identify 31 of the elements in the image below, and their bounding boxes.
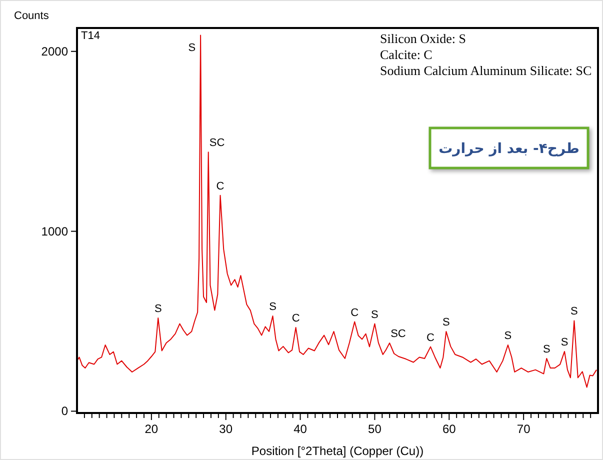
annotation: S xyxy=(269,301,276,314)
x-axis-title: Position [°2Theta] (Copper (Cu)) xyxy=(251,444,424,458)
annotation: S xyxy=(188,42,196,54)
x-tick-label: 30 xyxy=(219,422,233,436)
annotation: C xyxy=(216,180,224,192)
annotation: S xyxy=(442,316,450,328)
annotation: Silicon Oxide: S xyxy=(380,31,466,46)
x-tick-label: 20 xyxy=(144,422,158,436)
annotation: S xyxy=(504,330,512,342)
annotation: S xyxy=(560,336,568,348)
x-tick-label: 70 xyxy=(516,422,531,436)
y-tick-label: 1000 xyxy=(41,224,68,238)
annotation: S xyxy=(371,308,378,321)
annotation: C xyxy=(426,332,435,344)
annotation: طرح۴- بعد از حرارت xyxy=(438,141,580,157)
x-tick-label: 40 xyxy=(294,422,308,436)
y-tick-label: 2000 xyxy=(41,44,68,58)
annotation: C xyxy=(292,312,300,325)
annotation: S xyxy=(570,306,578,318)
annotation: S xyxy=(542,343,550,356)
annotation: Calcite: C xyxy=(380,47,432,62)
annotation: SC xyxy=(390,328,406,340)
x-tick-label: 50 xyxy=(368,422,382,436)
annotation: S xyxy=(154,303,162,316)
x-tick-label: 60 xyxy=(442,422,456,436)
y-tick-label: 0 xyxy=(61,404,68,418)
annotation: SC xyxy=(209,137,225,150)
annotation: Sodium Calcium Aluminum Silicate: SC xyxy=(380,63,592,78)
annotation: C xyxy=(350,306,359,319)
y-axis-title: Counts xyxy=(14,10,50,22)
annotation: T14 xyxy=(81,30,100,42)
